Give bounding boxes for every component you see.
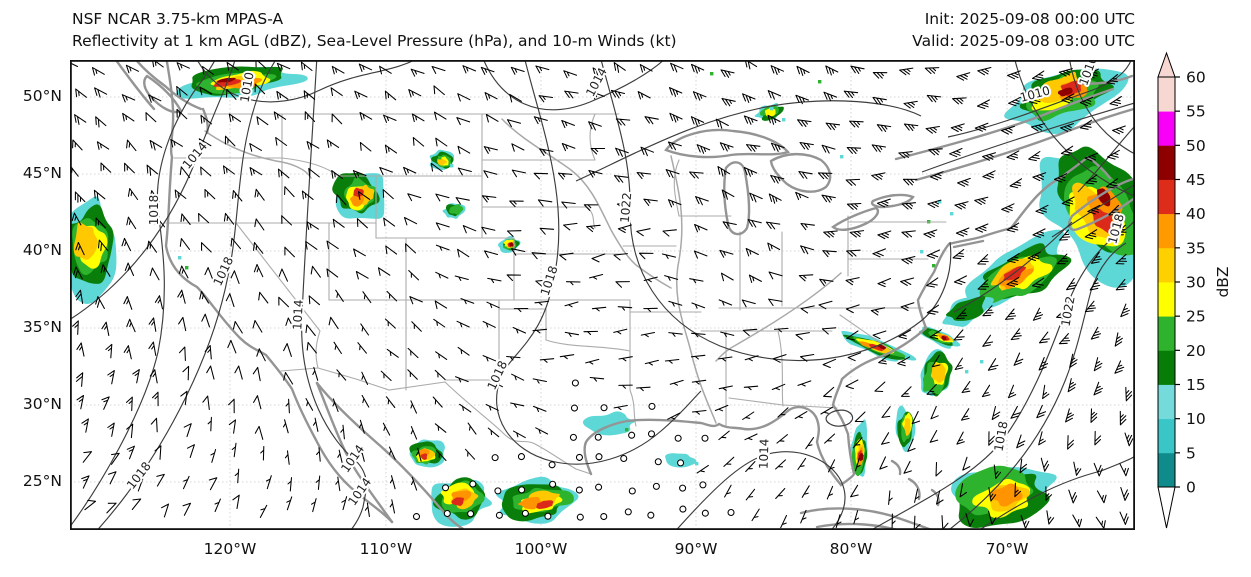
map-canvas: 1010 1014 10101010101410181018102210181014… [70,60,1135,530]
colorbar-tick-label: 25 [1186,308,1206,326]
colorbar-tick-label: 30 [1186,274,1206,292]
reflectivity-cell [176,66,308,99]
colorbar-segment [1158,316,1175,351]
lon-tick-label: 80°W [829,540,873,558]
colorbar-axis-label: dBZ [1214,266,1232,297]
colorbar-tick-label: 55 [1186,103,1206,121]
lat-tick-label: 35°N [22,318,62,336]
colorbar-tick-label: 40 [1186,205,1206,223]
reflectivity-cell [951,465,1057,528]
colorbar-tick-label: 45 [1186,171,1206,189]
colorbar-tick-label: 20 [1186,342,1206,360]
reflectivity-cell [920,349,953,397]
lon-tick-label: 120°W [203,540,257,558]
slp-contour-label: 1014 [290,299,306,330]
slp-contour-label: 1014 [756,438,771,469]
colorbar-segment [1158,213,1175,249]
colorbar-tick-label: 10 [1186,410,1206,428]
lat-tick-label: 45°N [22,164,62,182]
colorbar-tick-label: 5 [1186,444,1196,462]
colorbar-segment [1158,282,1175,317]
colorbar-segment [1158,384,1175,420]
colorbar: 0 5 10 15 20 25 30 35 40 45 50 55 60 dBZ [1157,51,1232,529]
init-time: Init: 2025-09-08 00:00 UTC [924,10,1135,28]
lon-tick-label: 100°W [514,540,568,558]
lon-tick-label: 110°W [359,540,413,558]
colorbar-tick-label: 0 [1186,479,1196,497]
lon-tick-label: 70°W [985,540,1029,558]
time-block: Init: 2025-09-08 00:00 UTC Valid: 2025-0… [912,8,1135,52]
wind-barb-layer [70,60,1134,530]
reflectivity-cell [582,411,636,436]
colorbar-segment [1158,350,1175,385]
reflectivity-cell [895,405,916,453]
slp-contour-layer [70,60,1135,530]
colorbar-segment [1158,77,1175,112]
lon-tick-label: 90°W [674,540,718,558]
slp-contour-label: 1018 [147,195,161,226]
colorbar-under-arrow [1157,486,1176,529]
colorbar-tick-label: 50 [1186,137,1206,155]
colorbar-body [1157,51,1176,529]
colorbar-segment [1158,452,1175,488]
valid-time: Valid: 2025-09-08 03:00 UTC [912,32,1135,50]
slp-contour-label: 1022 [618,192,635,224]
colorbar-tick-label: 15 [1186,376,1206,394]
fields-subtitle: Reflectivity at 1 km AGL (dBZ), Sea-Leve… [72,32,677,50]
lat-tick-label: 50°N [22,87,62,105]
lat-tick-label: 30°N [22,395,62,413]
colorbar-tick-label: 35 [1186,239,1206,257]
colorbar-segment [1158,145,1175,180]
geography-layer [114,60,1135,530]
colorbar-segment [1158,247,1175,283]
colorbar-over-arrow [1157,51,1176,78]
map-frame [70,60,1135,530]
model-title: NSF NCAR 3.75-km MPAS-A [72,10,284,28]
colorbar-tick-label: 60 [1186,69,1206,87]
reflectivity-cell [496,476,579,524]
colorbar-segment [1158,179,1175,215]
reflectivity-cell [497,235,521,254]
colorbar-segment [1158,111,1175,146]
reflectivity-cell [442,203,466,219]
lat-tick-label: 40°N [22,241,62,259]
title-block: NSF NCAR 3.75-km MPAS-A Reflectivity at … [72,8,677,52]
lat-tick-label: 25°N [22,472,62,490]
colorbar-segment [1158,418,1175,454]
